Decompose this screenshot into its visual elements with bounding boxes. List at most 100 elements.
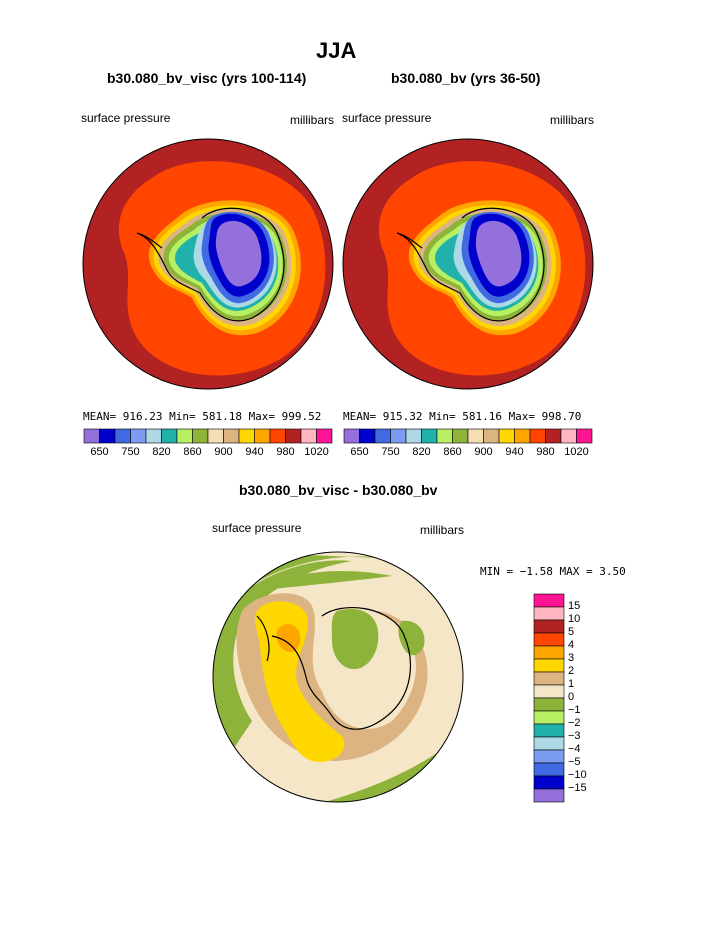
panel-1-subtitle: b30.080_bv_visc (yrs 100-114) [107,70,307,86]
map-coastline [396,207,545,322]
colorbar-swatch [533,710,565,725]
colorbar-swatch [533,671,565,686]
colorbar-tick-label: 3 [568,652,575,664]
map-fill-yellow [255,601,345,762]
colorbar-tick-label: 1 [568,678,575,690]
colorbar-panel-1 [83,428,333,444]
colorbar-swatch [533,632,565,647]
colorbar-swatch [285,428,302,444]
colorbar-swatch [192,428,209,444]
colorbar-swatch [390,428,407,444]
panel-2-right-label: millibars [550,113,595,127]
colorbar-swatch [145,428,162,444]
colorbar-tick-label: 10 [568,613,581,625]
panel-2-left-label: surface pressure [342,111,432,125]
colorbar-swatch [405,428,422,444]
colorbar-difference-ticks: 15 10 5 4 3 2 1 0 −1 −2 −3 −4 −5 −10 −15 [568,594,608,802]
colorbar-swatch [533,684,565,699]
colorbar-panel-2-ticks: 650 750 820 860 900 940 980 1020 [344,446,592,460]
colorbar-swatch [238,428,255,444]
colorbar-swatch [421,428,438,444]
colorbar-swatch [300,428,317,444]
colorbar-tick-label: −2 [568,717,581,729]
colorbar-swatch [533,619,565,634]
colorbar-swatch [533,723,565,738]
colorbar-swatch [359,428,376,444]
colorbar-tick-label: 15 [568,600,581,612]
colorbar-tick-label: 860 [183,446,202,458]
diff-right-label: millibars [420,523,465,537]
colorbar-swatch [99,428,116,444]
colorbar-difference [533,593,565,803]
colorbar-swatch [83,428,100,444]
colorbar-swatch [114,428,131,444]
colorbar-tick-label: 650 [90,446,109,458]
colorbar-panel-1-ticks: 650 750 820 860 900 940 980 1020 [84,446,332,460]
map-difference [212,551,464,803]
colorbar-swatch [533,645,565,660]
map-coastline [136,207,285,322]
colorbar-swatch [207,428,224,444]
colorbar-swatch [436,428,453,444]
colorbar-tick-label: −1 [568,704,581,716]
colorbar-swatch [560,428,577,444]
colorbar-tick-label: 940 [505,446,524,458]
colorbar-swatch [467,428,484,444]
colorbar-tick-label: 940 [245,446,264,458]
panel-2-subtitle: b30.080_bv (yrs 36-50) [391,70,541,86]
colorbar-swatch [343,428,360,444]
colorbar-swatch [176,428,193,444]
colorbar-tick-label: −5 [568,756,581,768]
colorbar-swatch [576,428,593,444]
colorbar-tick-label: 4 [568,639,575,651]
colorbar-swatch [223,428,240,444]
map-fill-green-right [331,608,425,670]
diff-subtitle: b30.080_bv_visc - b30.080_bv [239,482,438,498]
colorbar-tick-label: 820 [152,446,171,458]
colorbar-swatch [533,775,565,790]
colorbar-tick-label: 900 [214,446,233,458]
map-fill-purple [475,220,522,287]
colorbar-tick-label: 980 [276,446,295,458]
colorbar-swatch [269,428,286,444]
panel-1-stats: MEAN= 916.23 Min= 581.18 Max= 999.52 [83,410,322,423]
colorbar-swatch [498,428,515,444]
diff-left-label: surface pressure [212,521,302,535]
colorbar-swatch [533,762,565,777]
colorbar-tick-label: 1020 [564,446,589,458]
diff-min-max: MIN = −1.58 MAX = 3.50 [480,565,626,578]
colorbar-tick-label: 900 [474,446,493,458]
colorbar-swatch [254,428,271,444]
colorbar-swatch [316,428,333,444]
colorbar-swatch [374,428,391,444]
panel-1-right-label: millibars [290,113,335,127]
figure-title: JJA [316,38,357,63]
colorbar-tick-label: 750 [381,446,400,458]
colorbar-tick-label: 2 [568,665,575,677]
colorbar-tick-label: −15 [568,782,587,794]
colorbar-swatch [514,428,531,444]
colorbar-tick-label: −4 [568,743,581,755]
colorbar-tick-label: −3 [568,730,581,742]
map-panel-2 [342,138,594,390]
colorbar-swatch [533,658,565,673]
colorbar-swatch [452,428,469,444]
colorbar-swatch [533,697,565,712]
colorbar-tick-label: 750 [121,446,140,458]
map-coastline [256,607,412,730]
colorbar-tick-label: 1020 [304,446,329,458]
colorbar-tick-label: 650 [350,446,369,458]
colorbar-tick-label: −10 [568,769,587,781]
map-fill-orange [276,624,301,653]
colorbar-swatch [130,428,147,444]
map-fill-purple [215,220,262,287]
colorbar-tick-label: 860 [443,446,462,458]
colorbar-swatch [533,788,565,803]
colorbar-swatch [533,606,565,621]
colorbar-swatch [533,749,565,764]
map-panel-1 [82,138,334,390]
colorbar-swatch [529,428,546,444]
colorbar-swatch [533,593,565,608]
colorbar-swatch [483,428,500,444]
colorbar-tick-label: 0 [568,691,575,703]
